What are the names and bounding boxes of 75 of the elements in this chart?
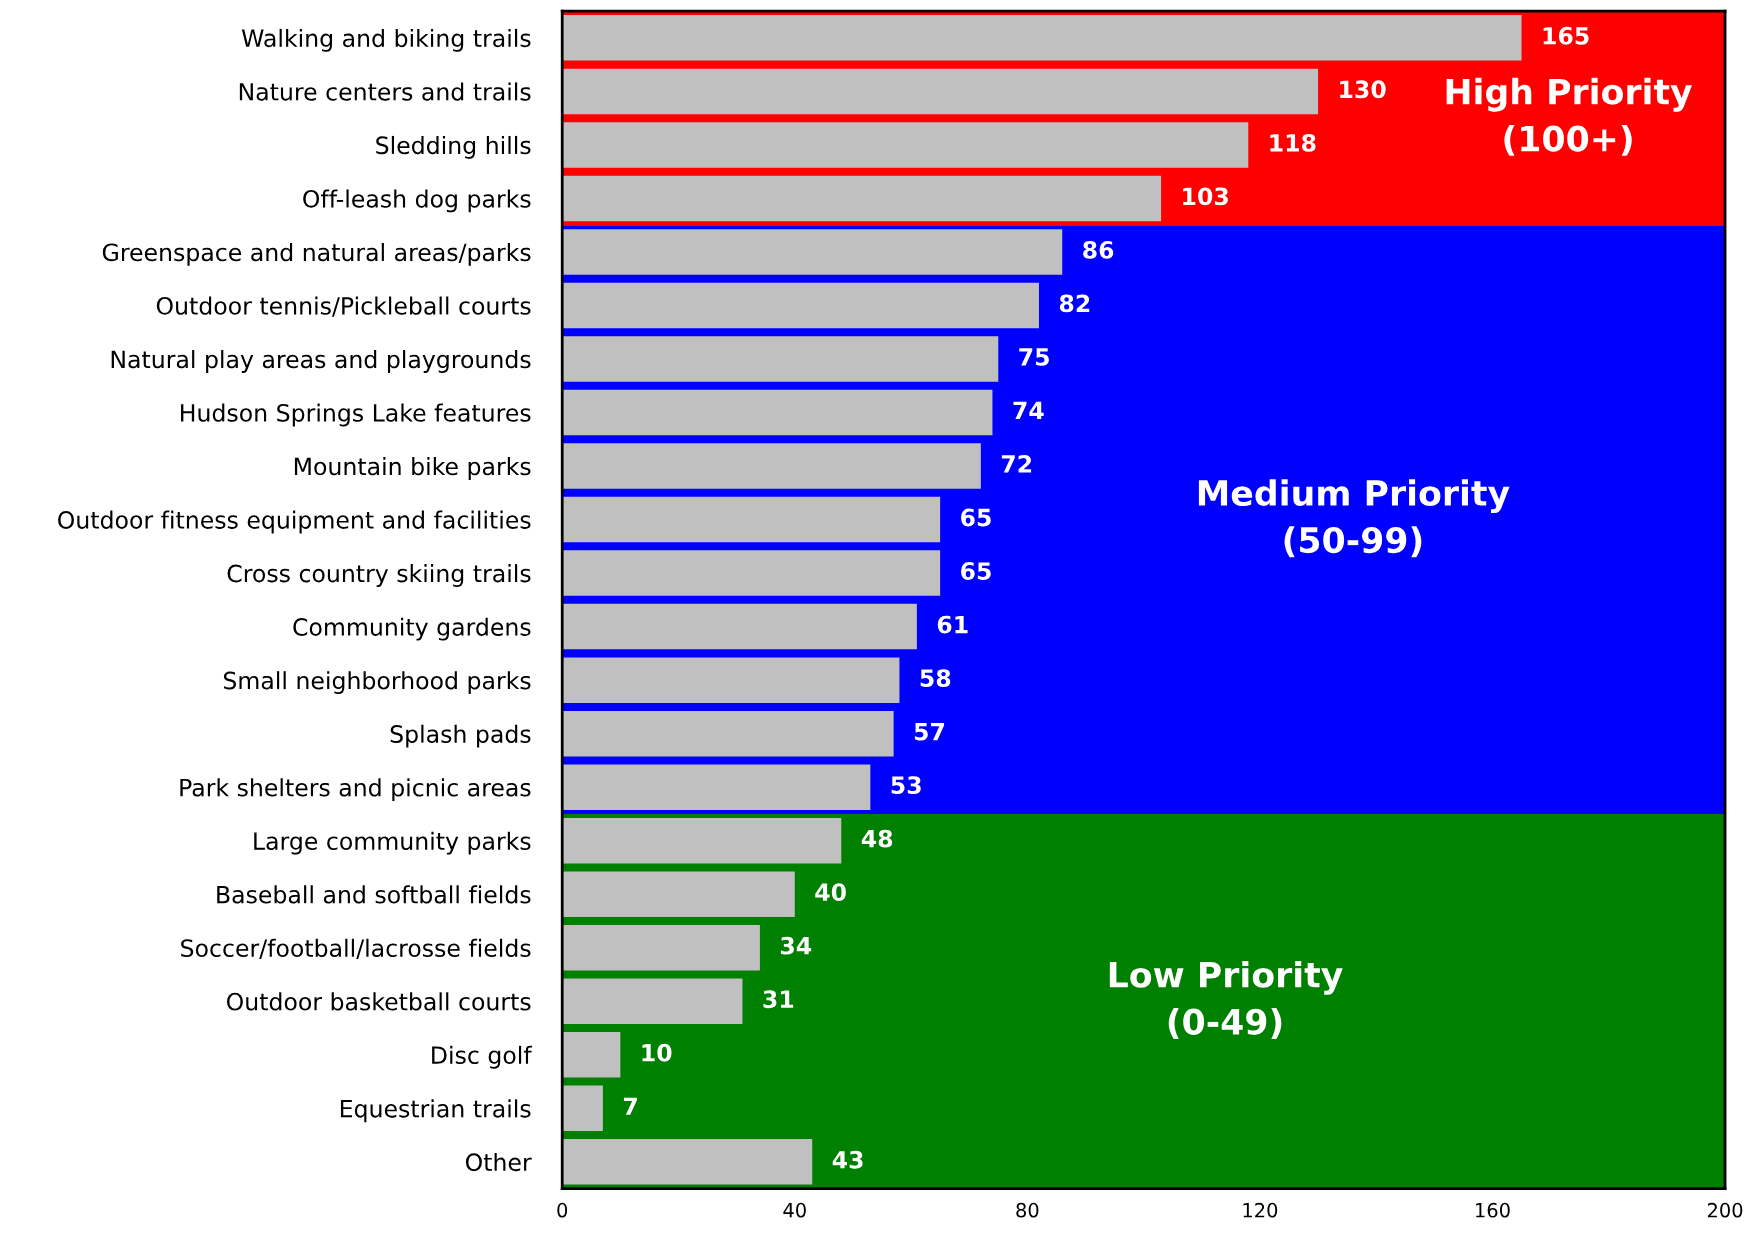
band-label: Low Priority (0-49) [1109,960,1343,1039]
x-tick-label: 40 [783,1202,806,1218]
bar [562,817,842,864]
x-tick-label: 80 [1016,1202,1039,1218]
data-label: 34 [780,936,812,955]
bar [562,657,900,703]
bar [562,978,743,1025]
x-tick-label: 200 [1707,1202,1743,1218]
y-tick-label: Other [465,1152,532,1172]
y-tick-label: Splash pads [390,724,531,748]
y-tick-label: Community gardens [293,617,531,641]
x-tick-label: 0 [557,1202,568,1218]
y-tick-label: Sledding hills [376,135,531,159]
y-tick-label: Nature centers and trails [239,82,531,101]
y-tick-label: Cross country skiing trails [227,564,531,587]
data-label: 82 [1059,294,1090,313]
bar [562,175,1162,222]
y-tick-label: Greenspace and natural areas/parks [102,242,531,266]
data-label: 74 [1013,401,1044,420]
bar [562,1139,813,1185]
band-label: High Priority (100+) [1446,77,1693,156]
bar [562,1032,621,1078]
y-tick-label: Hudson Springs Lake features [181,403,531,427]
band-label: Medium Priority (50-99) [1198,479,1510,558]
bar [562,925,760,971]
bar [562,122,1249,168]
data-label: 40 [815,883,846,902]
x-tick-label: 160 [1476,1202,1510,1218]
data-label: 165 [1543,26,1589,45]
y-tick-label: Soccer/football/lacrosse fields [181,938,531,959]
bar [562,443,981,489]
data-label: 118 [1270,133,1316,152]
bar [562,68,1319,115]
data-label: 7 [623,1097,637,1115]
data-label: 130 [1340,80,1386,99]
y-tick-label: Small neighborhood parks [223,671,531,695]
bar [562,496,941,543]
data-label: 103 [1183,187,1228,206]
x-tick-label: 120 [1243,1202,1278,1218]
data-label: 86 [1083,240,1114,259]
y-tick-label: Outdoor tennis/Pickleball courts [156,296,531,317]
y-tick-label: Natural play areas and playgrounds [111,350,531,373]
bar [562,764,871,810]
bar [562,871,795,917]
data-label: 31 [763,990,794,1009]
data-label: 75 [1019,348,1049,366]
data-label: 10 [642,1043,672,1062]
data-label: 43 [832,1150,863,1169]
data-label: 48 [861,829,893,848]
bar [562,1085,603,1132]
y-tick-label: Disc golf [432,1045,533,1069]
y-tick-label: Park shelters and picnic areas [180,778,531,802]
y-tick-label: Walking and biking trails [241,28,531,52]
bar [562,229,1063,275]
bar [562,550,941,596]
bar [562,389,993,436]
bar [562,282,1039,329]
data-label: 65 [961,562,991,580]
bar [562,15,1522,61]
data-label: 72 [1001,455,1032,473]
bar [562,603,917,650]
y-tick-label: Equestrian trails [340,1099,531,1123]
data-label: 61 [937,615,968,634]
y-tick-label: Off-leash dog parks [303,189,531,213]
data-label: 58 [920,669,951,687]
y-tick-label: Outdoor basketball courts [226,992,531,1011]
data-label: 65 [961,508,991,527]
y-tick-label: Baseball and softball fields [217,885,531,904]
bar [562,336,999,382]
bar [562,710,894,757]
y-tick-label: Outdoor fitness equipment and facilities [58,510,531,534]
data-label: 57 [914,722,945,741]
data-label: 53 [891,776,921,795]
y-tick-label: Mountain bike parks [294,457,531,480]
y-tick-label: Large community parks [254,831,531,855]
